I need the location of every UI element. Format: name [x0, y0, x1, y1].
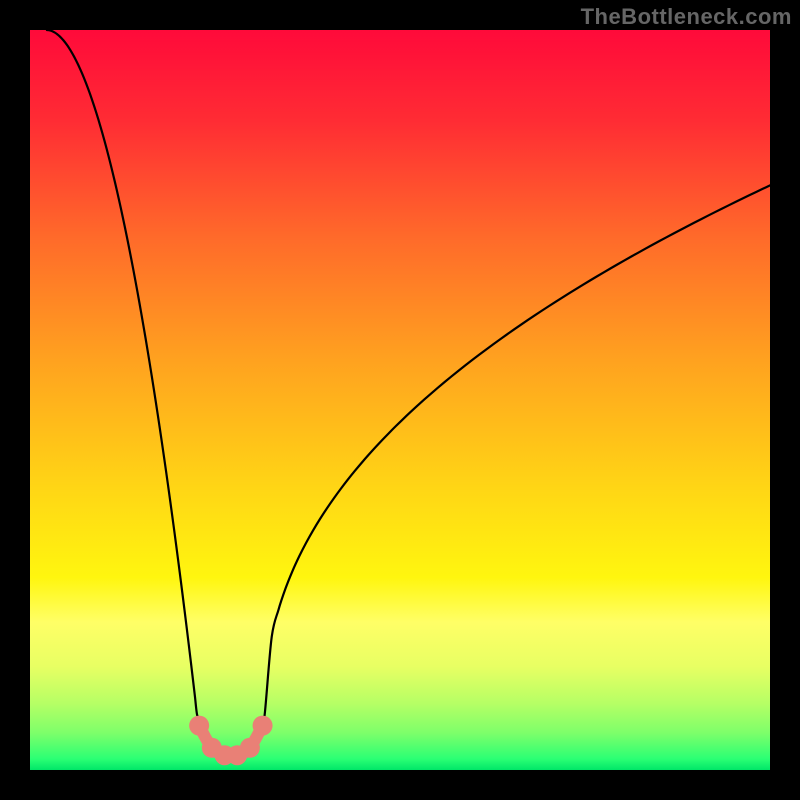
plot-background [30, 30, 770, 770]
watermark-text: TheBottleneck.com [581, 4, 792, 30]
marker-dot [189, 716, 209, 736]
bottleneck-plot [0, 0, 800, 800]
marker-dot [240, 738, 260, 758]
chart-frame: TheBottleneck.com [0, 0, 800, 800]
marker-dot [253, 716, 273, 736]
